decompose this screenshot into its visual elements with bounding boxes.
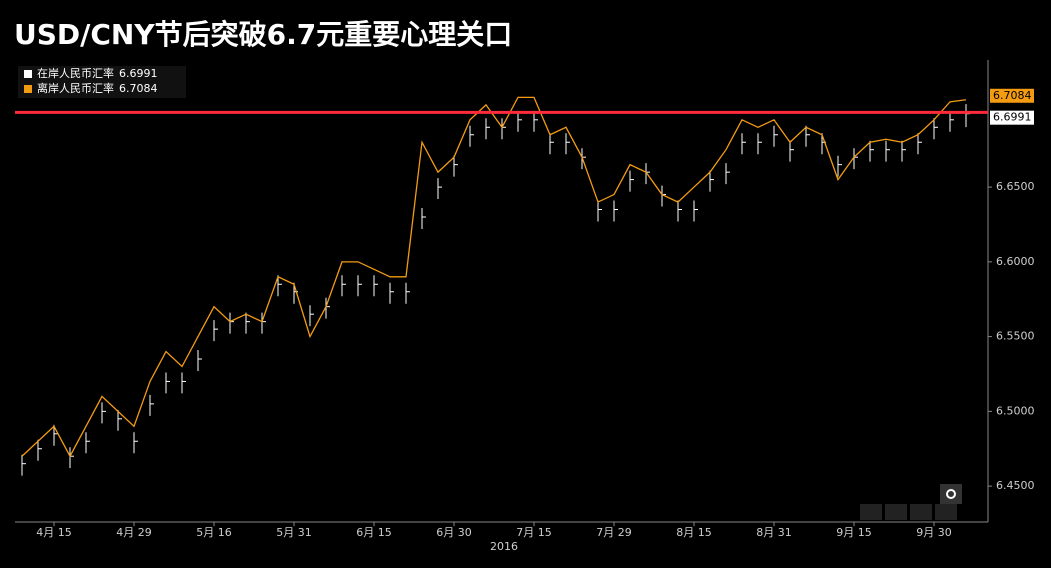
toolbar-button[interactable]: [910, 504, 932, 520]
toolbar: [860, 484, 962, 520]
x-tick-label: 5月 31: [276, 526, 312, 539]
y-tick-label: 6.4500: [996, 479, 1035, 492]
x-tick-label: 8月 15: [676, 526, 712, 539]
toolbar-button[interactable]: [885, 504, 907, 520]
toolbar-button[interactable]: [940, 484, 962, 504]
legend-swatch: [24, 85, 32, 93]
x-tick-label: 9月 30: [916, 526, 952, 539]
series-line: [21, 96, 967, 458]
legend-name: 离岸人民币汇率: [37, 81, 114, 95]
x-tick-label: 4月 15: [36, 526, 72, 539]
last-value-tag: [990, 88, 1034, 103]
legend-label: 在岸人民币汇率 6.6991: [37, 66, 158, 80]
y-tick-label: 6.5500: [996, 330, 1035, 343]
legend-box: [18, 66, 186, 98]
legend-label: 离岸人民币汇率 6.7084: [37, 81, 158, 95]
x-tick-label: 4月 29: [116, 526, 152, 539]
x-tick-label: 8月 31: [756, 526, 792, 539]
last-value-tag: [990, 110, 1034, 125]
y-tick-label: 6.6000: [996, 255, 1035, 268]
x-tick-label: 5月 16: [196, 526, 232, 539]
last-value-label: 6.7084: [993, 89, 1032, 102]
toolbar-button[interactable]: [860, 504, 882, 520]
x-axis-label: 2016: [490, 540, 518, 553]
x-tick-label: 6月 15: [356, 526, 392, 539]
x-tick-label: 6月 30: [436, 526, 472, 539]
y-tick-label: 6.6500: [996, 180, 1035, 193]
x-tick-label: 7月 15: [516, 526, 552, 539]
legend-value: 6.7084: [119, 82, 158, 95]
toolbar-button[interactable]: [935, 504, 957, 520]
y-tick-label: 6.5000: [996, 404, 1035, 417]
x-tick-label: 9月 15: [836, 526, 872, 539]
legend-swatch: [24, 70, 32, 78]
last-value-label: 6.6991: [993, 111, 1032, 124]
chart-title: USD/CNY节后突破6.7元重要心理关口: [14, 18, 512, 51]
legend: 在岸人民币汇率 6.6991 离岸人民币汇率 6.7084: [18, 66, 186, 98]
icon: [946, 489, 956, 499]
legend-value: 6.6991: [119, 67, 158, 80]
x-tick-label: 7月 29: [596, 526, 632, 539]
legend-name: 在岸人民币汇率: [37, 66, 114, 80]
